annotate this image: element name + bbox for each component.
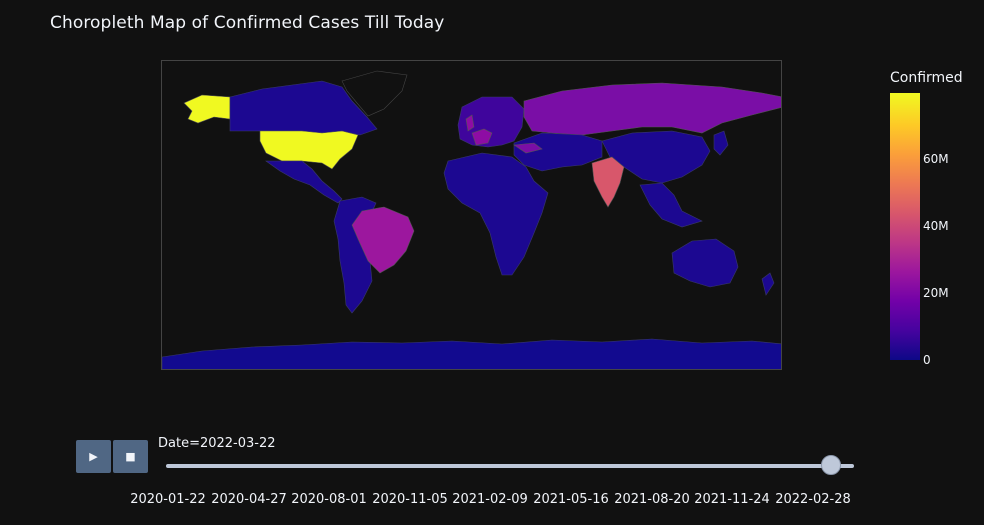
choropleth-map[interactable]: [161, 60, 782, 370]
slider-tick-label: 2020-04-27: [211, 492, 287, 507]
slider-tick-label: 2021-02-09: [452, 492, 528, 507]
country-greenland[interactable]: [341, 70, 408, 117]
slider-tick-label: 2021-08-20: [614, 492, 690, 507]
colorbar: [890, 93, 920, 360]
colorbar-tick-60m: 60M: [923, 152, 949, 166]
stop-button[interactable]: ■: [113, 440, 148, 473]
country-uk[interactable]: [465, 114, 475, 132]
country-southeast-asia[interactable]: [639, 182, 703, 228]
play-icon: ▶: [89, 450, 98, 463]
slider-tick-label: 2020-11-05: [372, 492, 448, 507]
country-turkey[interactable]: [513, 142, 543, 154]
chart-title: Choropleth Map of Confirmed Cases Till T…: [50, 13, 445, 33]
country-russia[interactable]: [523, 82, 782, 136]
play-button[interactable]: ▶: [76, 440, 111, 473]
country-france[interactable]: [471, 128, 493, 146]
slider-tick-label: 2022-02-28: [775, 492, 851, 507]
colorbar-title: Confirmed: [890, 70, 963, 86]
slider-handle[interactable]: [821, 455, 841, 475]
slider-current-value: Date=2022-03-22: [158, 436, 276, 451]
country-japan[interactable]: [713, 130, 729, 156]
country-australia[interactable]: [671, 238, 739, 288]
country-antarctica[interactable]: [162, 338, 782, 370]
colorbar-tick-40m: 40M: [923, 219, 949, 233]
slider-tick-label: 2020-01-22: [130, 492, 206, 507]
slider-tick-label: 2020-08-01: [291, 492, 367, 507]
country-new-zealand[interactable]: [761, 272, 775, 296]
stop-icon: ■: [125, 450, 136, 463]
slider-tick-label: 2021-11-24: [694, 492, 770, 507]
country-india[interactable]: [591, 156, 625, 208]
country-africa[interactable]: [443, 152, 549, 276]
country-brazil[interactable]: [351, 206, 415, 274]
slider-tick-label: 2021-05-16: [533, 492, 609, 507]
country-usa[interactable]: [259, 130, 359, 170]
country-central-asia[interactable]: [513, 132, 603, 172]
colorbar-tick-20m: 20M: [923, 286, 949, 300]
world-map-svg: [162, 70, 782, 370]
country-usa-alaska[interactable]: [183, 94, 231, 124]
colorbar-tick-0: 0: [923, 353, 931, 367]
slider-track[interactable]: [166, 464, 854, 468]
